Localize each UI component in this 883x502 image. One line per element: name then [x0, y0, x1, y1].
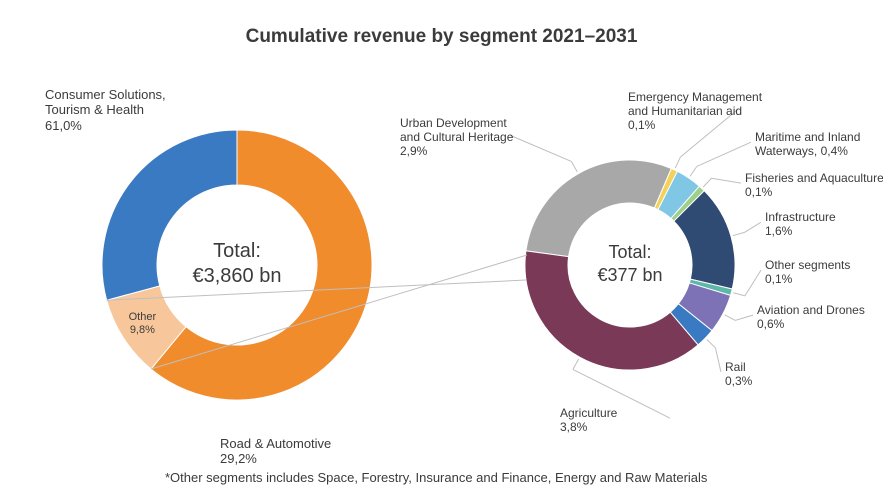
label-line: 0,1% [745, 185, 772, 199]
leader-5-b [745, 270, 761, 296]
leader-5-a [733, 293, 745, 296]
leader-3-a [703, 178, 711, 187]
right-donut-center: Total: €377 bn [570, 241, 690, 286]
label-line: 2,9% [400, 144, 427, 158]
leader-8-a [573, 359, 579, 370]
leader-6-a [725, 315, 736, 321]
leader-1-a [675, 157, 680, 168]
right-label-fisheries-and-aquaculture: Fisheries and Aquaculture0,1% [745, 171, 883, 199]
footnote: *Other segments includes Space, Forestry… [165, 470, 707, 485]
leader-2-a [690, 166, 697, 176]
label-line: and Cultural Heritage [400, 130, 513, 144]
right-label-maritime-and-inland-waterways: Maritime and InlandWaterways, 0,4% [755, 130, 860, 158]
label-line: 0,1% [765, 272, 792, 286]
leader-0-b [510, 135, 571, 161]
right-center-title: Total: [608, 242, 651, 262]
label-line: Road & Automotive [220, 436, 331, 451]
label-line: Other segments [765, 258, 850, 272]
left-center-title: Total: [213, 240, 261, 262]
label-line: 3,8% [560, 420, 587, 434]
left-other-pct: 9,8% [130, 324, 155, 336]
label-line: Tourism & Health [45, 102, 144, 117]
charts-svg [0, 0, 883, 502]
leader-0-a [571, 161, 577, 171]
right-label-other-segments: Other segments0,1% [765, 258, 850, 286]
label-line: 61,0% [45, 118, 82, 133]
label-line: Aviation and Drones [757, 303, 865, 317]
label-line: Agriculture [560, 406, 617, 420]
label-line: Fisheries and Aquaculture [745, 171, 883, 185]
left-label-consumer-solutions-tourism-health: Consumer Solutions,Tourism & Health61,0% [45, 87, 166, 133]
label-line: Consumer Solutions, [45, 87, 166, 102]
left-label-road-automotive: Road & Automotive29,2% [220, 436, 331, 467]
label-line: Emergency Management [628, 90, 762, 104]
right-center-value: €377 bn [597, 265, 662, 285]
leader-4-b [744, 222, 761, 232]
label-line: 0,3% [725, 374, 752, 388]
right-label-rail: Rail0,3% [725, 360, 752, 388]
leader-6-b [735, 315, 753, 320]
right-label-infrastructure: Infrastructure1,6% [765, 210, 836, 238]
label-line: Rail [725, 360, 746, 374]
label-line: 1,6% [765, 224, 792, 238]
left-other-inside-label: Other9,8% [129, 311, 157, 337]
label-line: 29,2% [220, 451, 257, 466]
left-donut-center: Total: €3,860 bn [167, 239, 307, 289]
label-line: 0,6% [757, 317, 784, 331]
right-label-agriculture: Agriculture3,8% [560, 406, 617, 434]
label-line: 0,1% [628, 118, 655, 132]
leader-3-b [711, 178, 741, 183]
label-line: Maritime and Inland [755, 130, 860, 144]
right-label-urban-development-and-cultural-heritage: Urban Developmentand Cultural Heritage2,… [400, 116, 513, 158]
right-label-emergency-management-and-humanitarian-aid: Emergency Managementand Humanitarian aid… [628, 90, 762, 132]
label-line: Waterways, 0,4% [755, 144, 848, 158]
label-line: and Humanitarian aid [628, 104, 742, 118]
right-label-aviation-and-drones: Aviation and Drones0,6% [757, 303, 865, 331]
label-line: Urban Development [400, 116, 507, 130]
leader-4-a [733, 232, 745, 235]
left-other-word: Other [129, 311, 157, 323]
leader-2-b [697, 142, 751, 166]
left-center-value: €3,860 bn [193, 265, 282, 287]
leader-7-a [707, 339, 716, 347]
label-line: Infrastructure [765, 210, 836, 224]
leader-7-b [715, 348, 721, 372]
